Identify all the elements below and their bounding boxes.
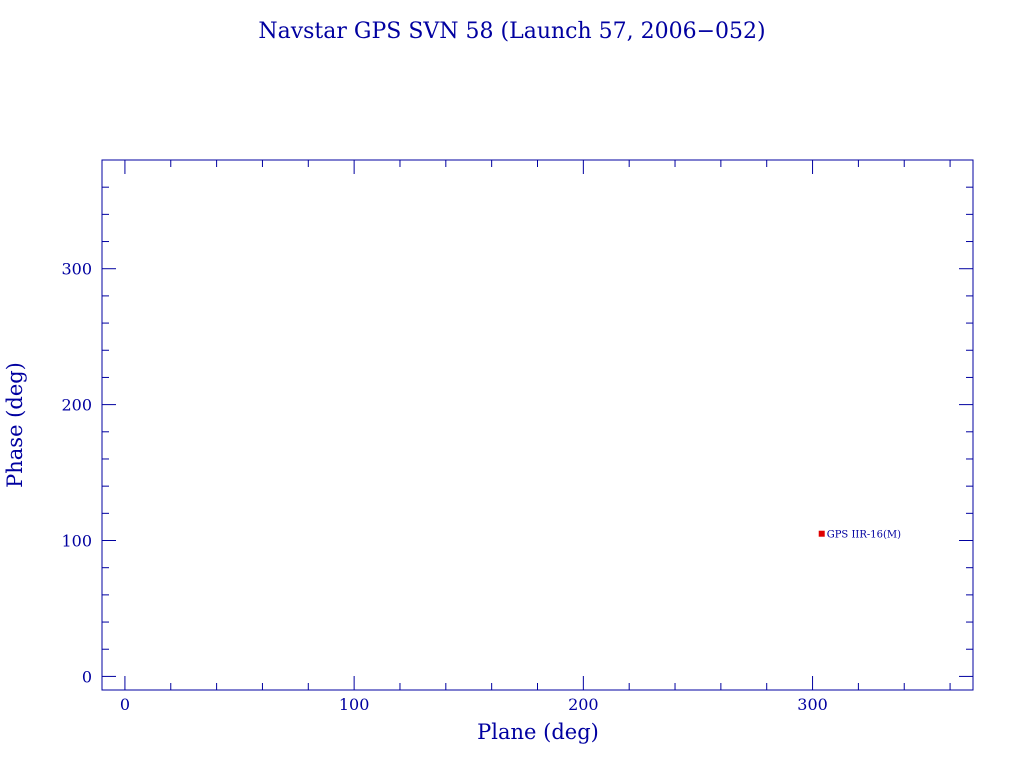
ticks — [102, 159, 973, 690]
data-point — [818, 530, 825, 537]
x-tick-label: 0 — [120, 695, 130, 714]
y-tick-label: 100 — [61, 532, 92, 551]
x-tick-label: 300 — [797, 695, 828, 714]
tick-labels: 0 100 200 300 0 100 200 300 — [61, 260, 827, 714]
x-tick-label: 200 — [568, 695, 599, 714]
y-tick-label: 200 — [61, 396, 92, 415]
plot-frame — [101, 159, 974, 691]
data-point-label: GPS IIR-16(M) — [827, 530, 901, 541]
chart-title: Navstar GPS SVN 58 (Launch 57, 2006−052) — [258, 19, 765, 44]
y-axis-label: Phase (deg) — [3, 362, 27, 488]
y-tick-label: 300 — [61, 260, 92, 279]
x-axis-label: Plane (deg) — [477, 720, 599, 744]
data-points: GPS IIR-16(M) — [818, 530, 901, 541]
x-tick-label: 100 — [339, 695, 370, 714]
y-tick-label: 0 — [82, 667, 92, 686]
